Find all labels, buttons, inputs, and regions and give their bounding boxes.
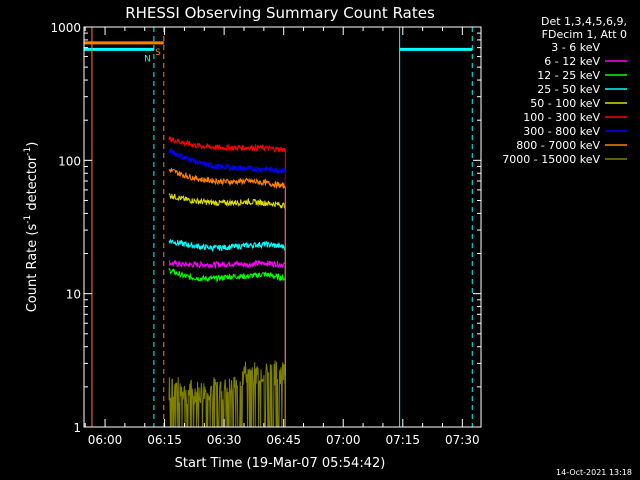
x-tick-label: 07:15: [385, 433, 420, 447]
series-line: [168, 360, 286, 428]
y-label-part1: Count Rate (s: [25, 224, 40, 313]
legend-entry: 100 - 300 keV: [523, 111, 600, 124]
y-tick-label: 1: [73, 421, 81, 435]
y-tick-label: 10: [66, 288, 81, 302]
x-axis-label: Start Time (19-Mar-07 05:54:42): [175, 456, 386, 471]
legend-entry: 3 - 6 keV: [551, 41, 600, 54]
legend-entry: 25 - 50 keV: [537, 83, 600, 96]
legend-entry: 6 - 12 keV: [544, 55, 600, 68]
flags-layer: SN: [84, 41, 473, 64]
legend: Det 1,3,4,5,6,9,FDecim 1, Att 03 - 6 keV…: [502, 15, 627, 166]
series-line: [168, 307, 286, 427]
series-line: [168, 167, 286, 427]
series-line: [168, 147, 286, 427]
y-label-sup1: -1: [23, 215, 33, 224]
y-axis: 1 10 100 1000: [50, 21, 481, 435]
x-tick-label: 06:45: [266, 433, 301, 447]
flag-label: N: [144, 54, 151, 64]
legend-header: Det 1,3,4,5,6,9,: [541, 15, 627, 28]
legend-entry: 50 - 100 keV: [530, 97, 600, 110]
x-tick-label: 06:30: [207, 433, 242, 447]
x-axis: 06:00 06:15 06:30 06:45 07:00 07:15 07:30: [84, 27, 480, 447]
series-line: [168, 193, 286, 427]
y-label-part2: detector: [25, 155, 40, 215]
y-label-sup2: -1: [23, 147, 33, 156]
legend-entry: 800 - 7000 keV: [516, 139, 600, 152]
legend-header: FDecim 1, Att 0: [542, 28, 627, 41]
plot-frame: [83, 26, 482, 428]
y-tick-label: 1000: [50, 21, 81, 35]
series-line: [168, 267, 286, 427]
series-line: [168, 239, 286, 427]
x-tick-label: 07:00: [326, 433, 361, 447]
legend-entry: 7000 - 15000 keV: [502, 153, 600, 166]
x-tick-label: 06:15: [147, 433, 182, 447]
flag-label: S: [155, 48, 161, 58]
x-tick-label: 06:00: [88, 433, 123, 447]
footer-timestamp: 14-Oct-2021 13:18: [556, 468, 632, 477]
y-label-part3: ): [25, 142, 40, 147]
vlines-layer: [91, 27, 473, 427]
y-axis-label: Count Rate (s-1 detector-1): [23, 142, 40, 313]
legend-entry: 300 - 800 keV: [523, 125, 600, 138]
series-layer: [168, 136, 286, 428]
series-line: [168, 136, 286, 427]
chart-title: RHESSI Observing Summary Count Rates: [125, 4, 435, 22]
x-tick-label: 07:30: [445, 433, 480, 447]
series-line: [168, 259, 286, 427]
legend-entry: 12 - 25 keV: [537, 69, 600, 82]
y-tick-label: 100: [58, 154, 81, 168]
